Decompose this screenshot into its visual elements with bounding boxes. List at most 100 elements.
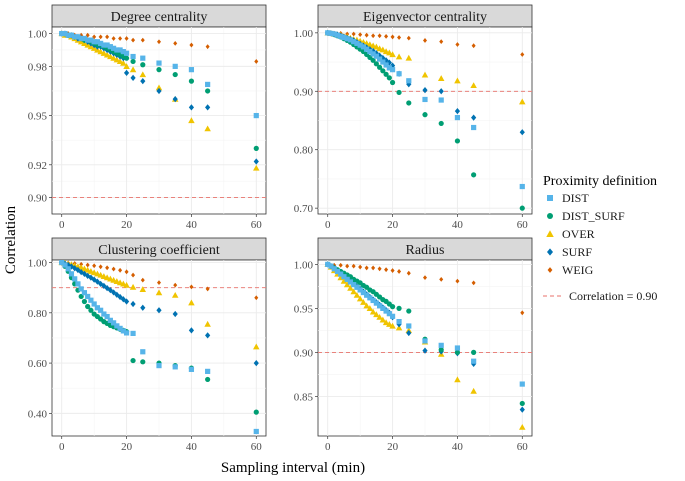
data-point bbox=[373, 311, 380, 318]
data-point bbox=[120, 59, 127, 66]
data-point bbox=[383, 62, 389, 68]
plot-area bbox=[52, 30, 266, 199]
x-axis-title: Sampling interval (min) bbox=[221, 460, 365, 476]
legend-item-dist_surf: DIST_SURF bbox=[547, 209, 625, 223]
data-point bbox=[471, 358, 477, 364]
data-point bbox=[253, 112, 259, 119]
data-point bbox=[380, 305, 386, 311]
data-point bbox=[471, 43, 476, 49]
x-tick-label: 40 bbox=[186, 441, 198, 453]
y-tick-label: 0.95 bbox=[28, 111, 48, 123]
data-point bbox=[188, 78, 195, 84]
data-point bbox=[120, 328, 126, 334]
data-point bbox=[396, 305, 402, 311]
data-point bbox=[338, 271, 344, 277]
legend-item-over: OVER bbox=[546, 227, 595, 241]
data-point bbox=[117, 47, 123, 53]
data-point bbox=[139, 286, 147, 293]
panel-2: Eigenvector centrality 0.70 0.80 0.90 1.00 0 2… bbox=[294, 4, 533, 231]
data-point bbox=[519, 400, 525, 407]
legend-label: SURF bbox=[562, 245, 592, 259]
data-point bbox=[205, 81, 211, 88]
data-point bbox=[386, 59, 392, 66]
data-point bbox=[253, 164, 260, 171]
data-point bbox=[358, 264, 363, 270]
data-point bbox=[389, 313, 396, 319]
data-point bbox=[520, 310, 525, 316]
data-point bbox=[422, 338, 428, 344]
legend-item-weig: WEIG bbox=[547, 263, 594, 277]
data-point bbox=[88, 37, 94, 43]
data-point bbox=[156, 363, 162, 369]
data-point bbox=[105, 34, 110, 40]
data-point bbox=[68, 263, 75, 270]
data-point bbox=[72, 34, 78, 40]
data-point bbox=[380, 59, 386, 65]
data-point bbox=[422, 86, 428, 94]
data-point bbox=[173, 282, 178, 288]
data-point bbox=[422, 112, 428, 118]
x-tick-label: 20 bbox=[387, 441, 399, 453]
data-point bbox=[188, 67, 195, 73]
series-dist bbox=[59, 260, 259, 435]
data-point bbox=[397, 35, 402, 40]
data-point bbox=[454, 376, 461, 383]
data-point bbox=[188, 104, 195, 111]
data-point bbox=[370, 51, 376, 57]
data-point bbox=[406, 35, 411, 41]
data-point bbox=[85, 303, 91, 310]
y-tick-label: 0.98 bbox=[28, 61, 48, 73]
data-point bbox=[116, 58, 124, 65]
grid bbox=[52, 27, 266, 214]
data-point bbox=[351, 31, 356, 37]
data-point bbox=[205, 368, 211, 374]
data-point bbox=[438, 342, 444, 348]
y-tick-label: 0.90 bbox=[294, 86, 314, 98]
data-point bbox=[364, 32, 369, 38]
data-point bbox=[111, 266, 116, 272]
data-point bbox=[437, 75, 445, 82]
data-point bbox=[118, 36, 123, 41]
data-point bbox=[367, 48, 373, 55]
data-point bbox=[140, 55, 146, 61]
data-point bbox=[59, 260, 65, 266]
data-point bbox=[130, 74, 136, 81]
data-point bbox=[172, 71, 178, 78]
x-tick-label: 60 bbox=[251, 219, 263, 231]
data-point bbox=[171, 291, 179, 298]
data-point bbox=[253, 409, 259, 415]
data-point bbox=[351, 282, 357, 288]
data-point bbox=[91, 39, 97, 45]
data-point bbox=[356, 295, 364, 302]
data-point bbox=[205, 332, 211, 339]
data-point bbox=[334, 268, 341, 275]
data-point bbox=[98, 307, 104, 313]
data-point bbox=[105, 265, 110, 271]
legend-label: DIST_SURF bbox=[562, 209, 625, 223]
data-point bbox=[253, 359, 259, 367]
data-point bbox=[351, 263, 356, 269]
x-tick-label: 0 bbox=[325, 441, 331, 453]
data-point bbox=[85, 293, 91, 300]
data-point bbox=[454, 114, 461, 121]
data-point bbox=[354, 284, 360, 290]
y-tick-label: 0.92 bbox=[28, 160, 47, 172]
x-tick-label: 0 bbox=[325, 219, 331, 231]
data-point bbox=[140, 78, 146, 85]
data-point bbox=[421, 71, 429, 78]
data-point bbox=[373, 300, 379, 306]
plot-area bbox=[52, 260, 266, 435]
data-point bbox=[98, 264, 103, 270]
data-point bbox=[406, 78, 412, 84]
data-point bbox=[454, 138, 461, 144]
data-point bbox=[373, 43, 380, 50]
data-point bbox=[139, 71, 147, 78]
data-point bbox=[172, 364, 178, 370]
data-point bbox=[123, 281, 130, 288]
y-axis-title: Correlation bbox=[3, 205, 19, 274]
data-point bbox=[357, 287, 363, 293]
data-point bbox=[377, 64, 383, 70]
data-point bbox=[471, 114, 477, 121]
data-point bbox=[123, 330, 130, 336]
legend-label: WEIG bbox=[562, 263, 594, 277]
